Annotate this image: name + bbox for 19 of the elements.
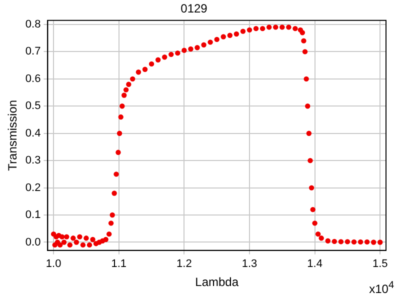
x-tick-label: 1.4: [307, 258, 322, 270]
y-tick-label: 0.6: [25, 72, 41, 85]
x-tick-label: 1.0: [46, 258, 62, 270]
x-tick-label: 1.1: [111, 258, 127, 270]
x-axis-title: Lambda: [195, 275, 239, 290]
x-tick-label: 1.3: [242, 258, 258, 270]
y-axis-title: Transmission: [6, 100, 20, 171]
y-tick-label: 0.2: [25, 182, 41, 194]
y-tick-label: 0.8: [25, 18, 41, 31]
x-tick-label: 1.2: [176, 258, 192, 270]
x-tick-label: 1.5: [372, 258, 388, 270]
y-tick-label: 0.4: [25, 127, 41, 140]
text: x10$^{4}$: [369, 280, 394, 296]
y-tick-label: 0.0: [25, 236, 41, 248]
chart-title: 0129: [180, 2, 208, 16]
y-tick-label: 0.1: [25, 209, 41, 222]
y-tick-label: 0.5: [25, 100, 41, 112]
y-tick-label: 0.3: [25, 154, 41, 167]
y-tick-label: 0.7: [25, 46, 41, 58]
